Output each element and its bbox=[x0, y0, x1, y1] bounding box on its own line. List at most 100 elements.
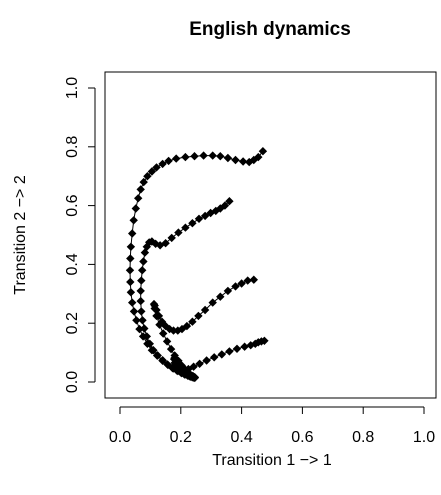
y-tick-label: 0.0 bbox=[64, 371, 81, 393]
data-point bbox=[152, 163, 161, 172]
data-point bbox=[153, 351, 162, 360]
x-tick-label: 0.2 bbox=[170, 429, 192, 446]
x-tick-label: 0.4 bbox=[230, 429, 252, 446]
data-point bbox=[149, 346, 158, 355]
y-tick-label: 0.8 bbox=[64, 136, 81, 158]
data-point bbox=[190, 152, 199, 161]
series-layer bbox=[125, 147, 269, 383]
data-point bbox=[194, 311, 203, 321]
data-point bbox=[132, 316, 141, 325]
data-point bbox=[174, 228, 183, 237]
data-point bbox=[145, 238, 154, 247]
data-point bbox=[137, 307, 146, 316]
x-tick-label: 1.0 bbox=[413, 429, 435, 446]
data-point bbox=[155, 320, 164, 329]
data-point bbox=[126, 288, 136, 297]
data-point bbox=[188, 219, 197, 228]
data-point bbox=[194, 214, 204, 223]
x-axis-label: Transition 1 −> 1 bbox=[212, 452, 332, 469]
data-point bbox=[129, 216, 138, 225]
data-point bbox=[232, 344, 242, 353]
data-point bbox=[210, 353, 219, 362]
data-point bbox=[137, 276, 146, 285]
data-point bbox=[195, 359, 204, 368]
data-point bbox=[126, 242, 136, 251]
data-point bbox=[181, 223, 190, 232]
chart-title: English dynamics bbox=[189, 19, 351, 40]
data-point bbox=[223, 286, 233, 296]
y-tick-label: 0.4 bbox=[64, 253, 81, 275]
data-point bbox=[126, 277, 135, 287]
data-point bbox=[173, 326, 182, 335]
x-tick-label: 0.0 bbox=[109, 429, 131, 446]
data-point bbox=[181, 152, 190, 162]
data-point bbox=[136, 286, 145, 296]
data-point bbox=[225, 347, 234, 356]
data-point bbox=[136, 296, 145, 306]
data-point bbox=[150, 304, 159, 313]
data-point bbox=[231, 282, 240, 291]
data-point bbox=[216, 152, 225, 161]
data-point bbox=[159, 329, 168, 338]
data-point bbox=[206, 208, 215, 218]
data-point bbox=[199, 151, 208, 160]
data-point bbox=[249, 275, 258, 284]
data-point bbox=[208, 151, 217, 160]
data-point bbox=[147, 167, 157, 176]
data-point bbox=[208, 298, 217, 307]
data-point bbox=[164, 156, 173, 166]
data-point bbox=[131, 204, 140, 213]
y-tick-label: 0.2 bbox=[64, 312, 81, 334]
data-point bbox=[143, 172, 152, 181]
data-point bbox=[200, 305, 210, 315]
data-point bbox=[140, 248, 150, 257]
data-point bbox=[240, 342, 249, 351]
data-point bbox=[225, 197, 234, 206]
data-point bbox=[223, 153, 233, 163]
data-point bbox=[238, 157, 248, 166]
data-point bbox=[190, 373, 199, 382]
data-point bbox=[140, 324, 149, 333]
data-point bbox=[216, 292, 225, 301]
x-tick-label: 0.8 bbox=[352, 429, 374, 446]
data-point bbox=[128, 298, 137, 307]
data-point bbox=[135, 324, 144, 334]
data-point bbox=[139, 177, 148, 187]
data-point bbox=[138, 316, 147, 325]
data-point bbox=[134, 194, 143, 203]
data-point bbox=[138, 266, 147, 275]
data-point bbox=[245, 157, 254, 167]
data-point bbox=[125, 266, 135, 275]
data-point bbox=[237, 279, 246, 288]
data-point bbox=[166, 344, 176, 354]
data-point bbox=[217, 350, 226, 359]
data-point bbox=[169, 326, 178, 335]
data-point bbox=[152, 311, 161, 321]
data-point bbox=[172, 356, 181, 365]
data-point bbox=[243, 276, 252, 285]
data-point bbox=[158, 356, 167, 365]
y-axis-label: Transition 2 −> 2 bbox=[12, 175, 29, 295]
y-tick-label: 1.0 bbox=[64, 77, 81, 99]
data-point bbox=[163, 360, 172, 369]
data-point bbox=[246, 341, 255, 350]
data-point bbox=[172, 154, 181, 163]
data-point bbox=[167, 233, 176, 243]
data-point bbox=[188, 317, 197, 326]
y-tick-label: 0.6 bbox=[64, 194, 81, 216]
data-point bbox=[142, 332, 151, 341]
plot-frame bbox=[104, 71, 437, 399]
data-point bbox=[126, 254, 135, 263]
data-point bbox=[258, 147, 268, 156]
data-point bbox=[231, 155, 240, 165]
x-axis: 0.0 0.2 0.4 0.6 0.8 1.0 bbox=[109, 406, 435, 446]
data-point bbox=[200, 211, 210, 221]
data-point bbox=[128, 229, 137, 238]
data-point bbox=[162, 337, 172, 346]
data-point bbox=[145, 339, 154, 348]
data-point bbox=[139, 257, 148, 266]
data-point bbox=[158, 159, 167, 169]
data-point bbox=[136, 185, 145, 194]
x-tick-label: 0.6 bbox=[291, 429, 313, 446]
